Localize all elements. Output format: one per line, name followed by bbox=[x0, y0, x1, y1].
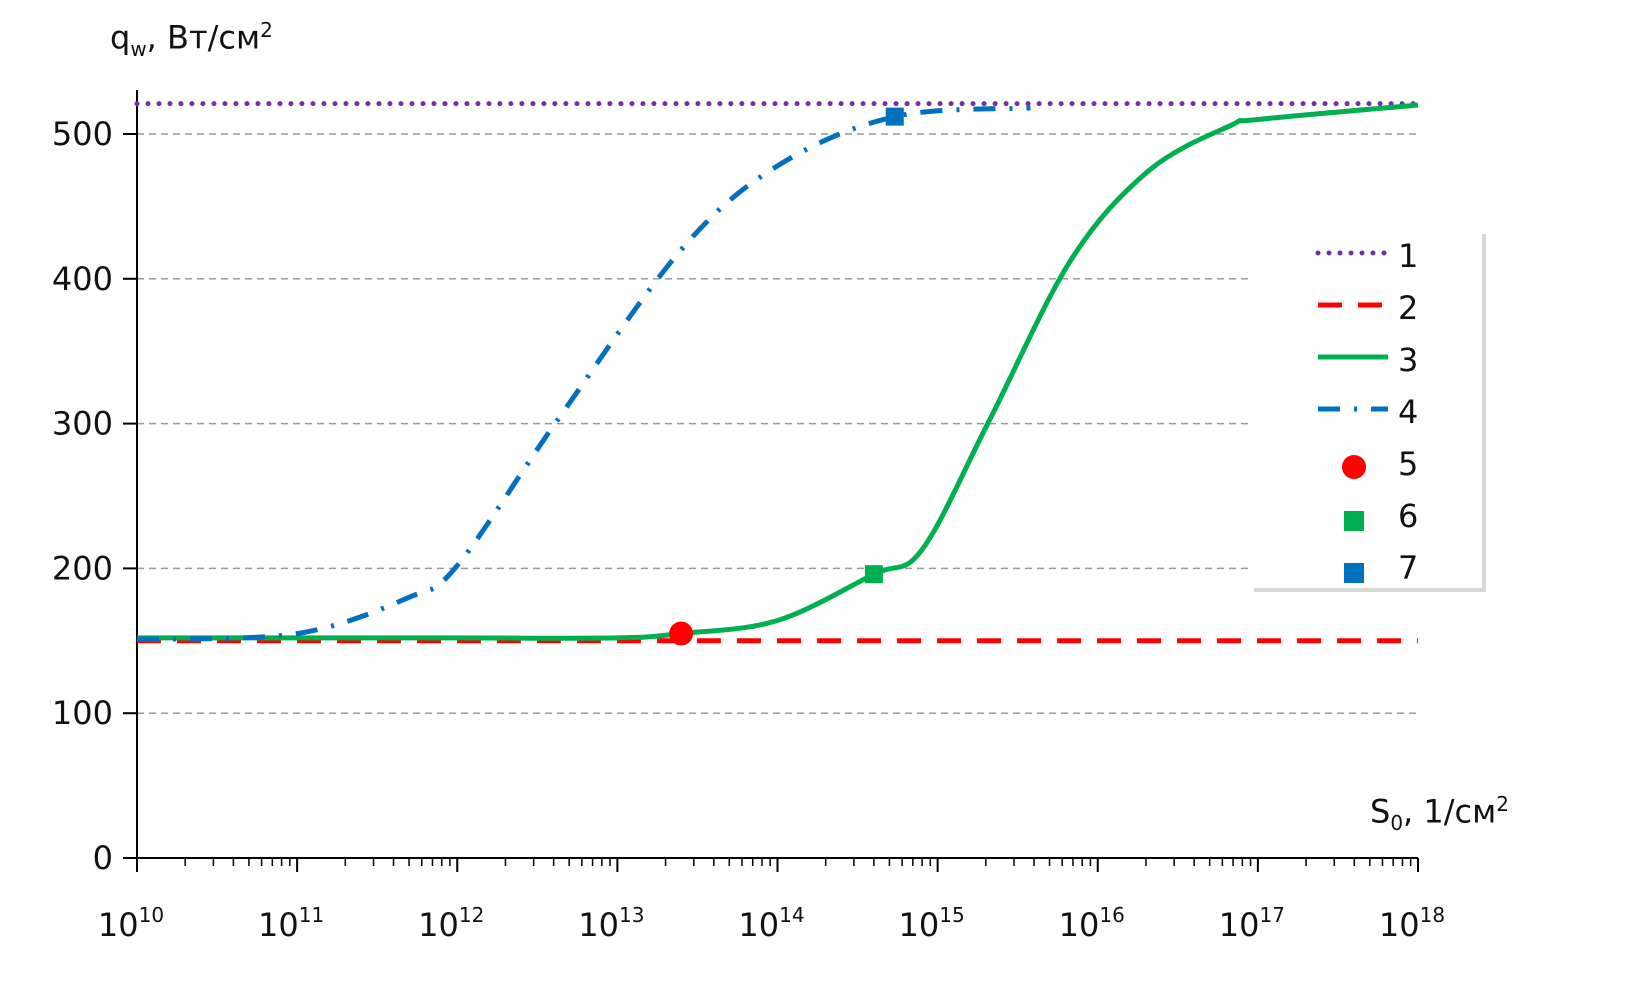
series-3-line bbox=[137, 102, 1419, 641]
legend-swatch-5 bbox=[1342, 455, 1366, 479]
legend-label: 4 bbox=[1398, 393, 1418, 431]
legend-label: 3 bbox=[1398, 341, 1418, 379]
y-axis-label: qw, Вт/см2 bbox=[110, 18, 273, 62]
legend-label: 2 bbox=[1398, 289, 1418, 327]
y-tick-label: 400 bbox=[52, 260, 113, 298]
x-tick-label: 1017 bbox=[1219, 903, 1285, 944]
y-tick-label: 500 bbox=[52, 115, 113, 153]
series-5-marker bbox=[669, 621, 694, 646]
x-tick-label: 1018 bbox=[1379, 903, 1445, 944]
y-tick-label: 0 bbox=[93, 839, 113, 877]
legend-label: 5 bbox=[1398, 445, 1418, 483]
series-4-line bbox=[136, 105, 1031, 642]
series-6-marker bbox=[864, 565, 883, 584]
legend-swatch-7 bbox=[1344, 563, 1364, 583]
x-tick-label: 1013 bbox=[578, 903, 644, 944]
x-axis-label: S0, 1/см2 bbox=[1370, 792, 1509, 836]
legend-box bbox=[1250, 230, 1482, 588]
legend: 1 2 3 4 5 6 7 bbox=[1250, 230, 1486, 592]
legend-swatch-6 bbox=[1344, 511, 1364, 531]
x-tick-label: 1015 bbox=[899, 903, 965, 944]
x-tick-label: 1016 bbox=[1059, 903, 1125, 944]
x-tick-label: 1014 bbox=[738, 903, 804, 944]
y-tick-label: 100 bbox=[52, 694, 113, 732]
x-tick-label: 1011 bbox=[258, 903, 324, 944]
x-tick-label: 1010 bbox=[98, 903, 164, 944]
y-tick-label: 200 bbox=[52, 549, 113, 587]
legend-label: 6 bbox=[1398, 497, 1418, 535]
x-tick-label: 1012 bbox=[418, 903, 484, 944]
series-7-marker bbox=[885, 107, 904, 126]
legend-label: 7 bbox=[1398, 549, 1418, 587]
y-tick-label: 300 bbox=[52, 405, 113, 443]
legend-label: 1 bbox=[1398, 237, 1418, 275]
